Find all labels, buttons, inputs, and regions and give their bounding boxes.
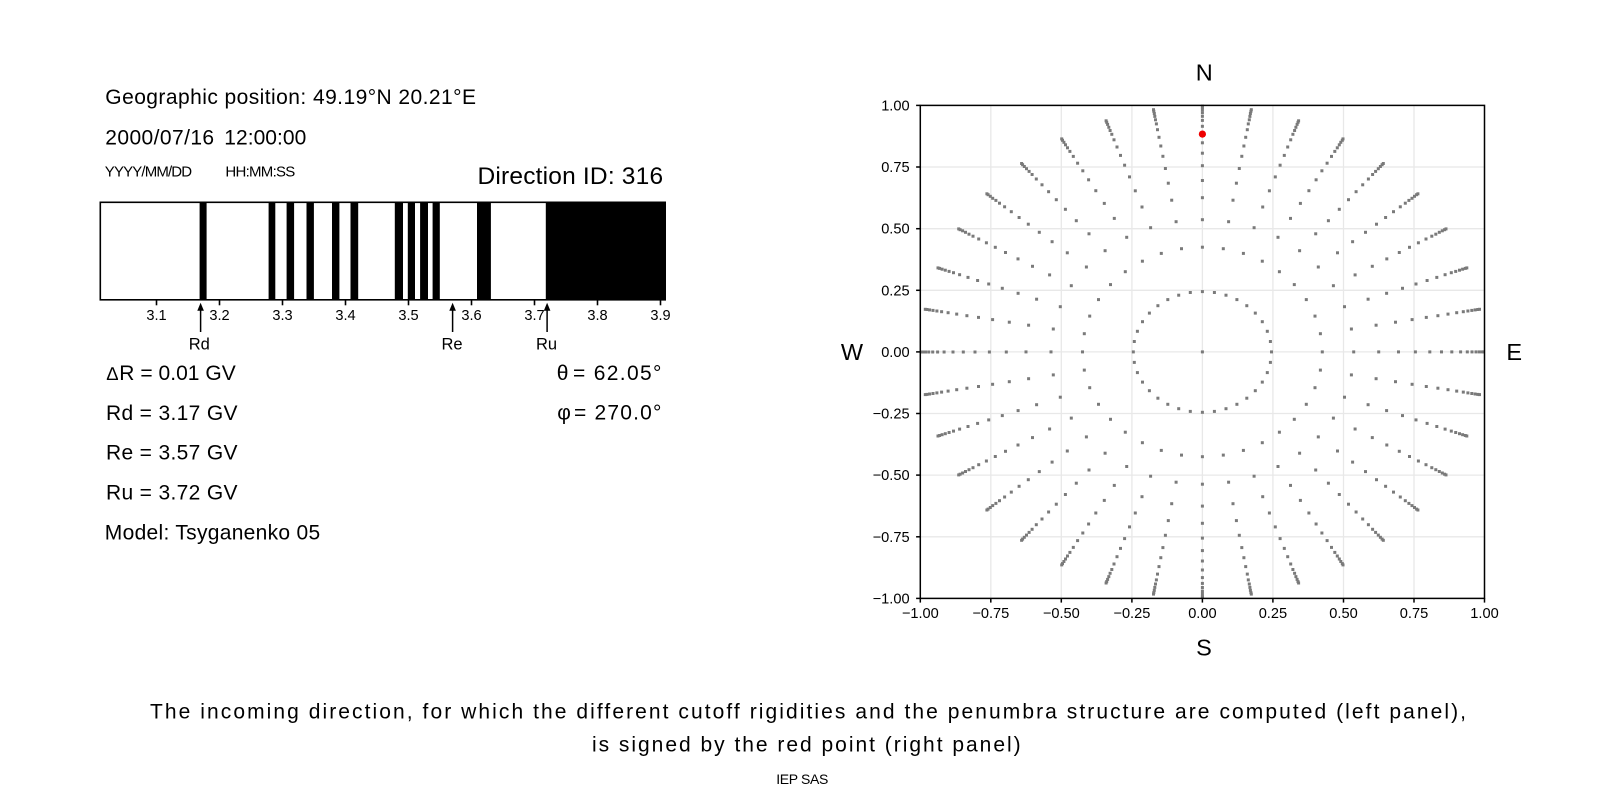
svg-text:Re: Re — [441, 336, 462, 354]
svg-text:−1.00: −1.00 — [902, 606, 939, 622]
svg-text:Rd = 3.17 GV: Rd = 3.17 GV — [106, 402, 238, 425]
svg-text:0.00: 0.00 — [1188, 606, 1216, 622]
svg-text:−0.75: −0.75 — [873, 530, 910, 546]
svg-text:= 270.0°: = 270.0° — [574, 402, 661, 425]
svg-text:θ: θ — [557, 362, 569, 385]
svg-text:3.5: 3.5 — [398, 308, 418, 324]
svg-text:0.50: 0.50 — [881, 222, 909, 238]
svg-text:−0.25: −0.25 — [1113, 606, 1150, 622]
svg-text:= 62.05°: = 62.05° — [573, 362, 661, 385]
svg-text:−1.00: −1.00 — [873, 591, 910, 607]
svg-text:YYYY/MM/DD: YYYY/MM/DD — [105, 164, 192, 181]
svg-text:3.1: 3.1 — [146, 308, 166, 324]
svg-text:Geographic position: 49.19°N 2: Geographic position: 49.19°N 20.21°E — [105, 86, 476, 109]
svg-text:Re = 3.57 GV: Re = 3.57 GV — [106, 442, 238, 465]
svg-text:Ru: Ru — [536, 336, 557, 354]
svg-text:N: N — [1196, 59, 1213, 85]
svg-text:3.2: 3.2 — [209, 308, 229, 324]
svg-text:12:00:00: 12:00:00 — [224, 126, 306, 149]
svg-text:is signed by the red point (ri: is signed by the red point (right panel) — [592, 733, 1021, 756]
svg-text:HH:MM:SS: HH:MM:SS — [225, 164, 295, 181]
svg-text:W: W — [841, 339, 864, 365]
svg-text:R = 0.01 GV: R = 0.01 GV — [119, 362, 235, 385]
svg-text:0.50: 0.50 — [1329, 606, 1357, 622]
svg-text:0.25: 0.25 — [1259, 606, 1287, 622]
svg-text:Model: Tsyganenko 05: Model: Tsyganenko 05 — [105, 522, 320, 545]
svg-text:−0.50: −0.50 — [1043, 606, 1080, 622]
svg-text:3.3: 3.3 — [272, 308, 292, 324]
svg-text:The incoming direction, for wh: The incoming direction, for which the di… — [150, 700, 1466, 723]
svg-text:Direction ID: 316: Direction ID: 316 — [478, 163, 664, 190]
svg-text:S: S — [1196, 634, 1212, 660]
svg-text:3.9: 3.9 — [650, 308, 670, 324]
svg-text:−0.25: −0.25 — [873, 407, 910, 423]
svg-text:1.00: 1.00 — [1470, 606, 1498, 622]
svg-text:∆: ∆ — [107, 363, 119, 384]
svg-text:0.75: 0.75 — [1400, 606, 1428, 622]
svg-text:−0.75: −0.75 — [972, 606, 1009, 622]
svg-text:3.4: 3.4 — [335, 308, 355, 324]
svg-text:φ: φ — [557, 402, 571, 425]
svg-text:3.6: 3.6 — [461, 308, 481, 324]
svg-text:Rd: Rd — [189, 336, 210, 354]
svg-text:0.00: 0.00 — [881, 345, 909, 361]
svg-text:−0.50: −0.50 — [873, 468, 910, 484]
svg-text:3.7: 3.7 — [524, 308, 544, 324]
svg-text:2000/07/16: 2000/07/16 — [105, 126, 214, 149]
svg-text:E: E — [1506, 339, 1522, 365]
svg-text:0.25: 0.25 — [881, 283, 909, 299]
svg-text:3.8: 3.8 — [587, 308, 607, 324]
svg-text:0.75: 0.75 — [881, 160, 909, 176]
svg-text:1.00: 1.00 — [881, 98, 909, 114]
svg-text:IEP SAS: IEP SAS — [776, 771, 828, 787]
svg-text:Ru = 3.72 GV: Ru = 3.72 GV — [106, 482, 238, 505]
